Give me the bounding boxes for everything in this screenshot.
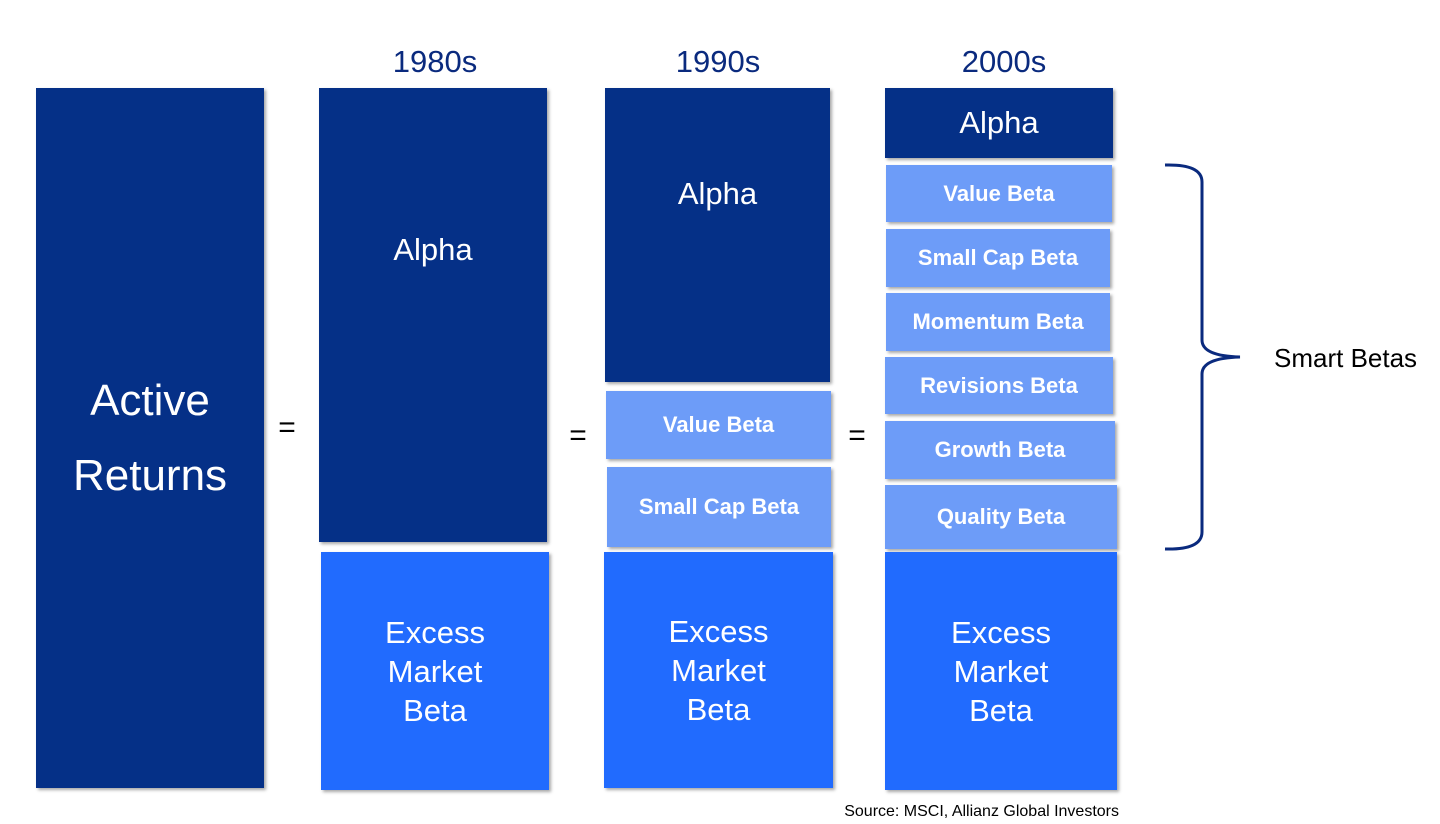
alpha-block: Alpha	[605, 88, 830, 382]
column-header: 2000s	[961, 44, 1047, 79]
beta-block: Growth Beta	[885, 421, 1115, 479]
equals-sign: =	[278, 411, 296, 444]
equals-sign: =	[569, 419, 587, 452]
beta-block: Small Cap Beta	[886, 229, 1110, 287]
beta-block: Value Beta	[886, 165, 1112, 222]
brace	[1164, 163, 1241, 551]
column-header: 1980s	[392, 44, 478, 79]
beta-block: Small Cap Beta	[607, 467, 831, 547]
active-returns-box: Active Returns	[36, 88, 264, 788]
alpha-block: Alpha	[885, 88, 1113, 158]
excess-beta-block: Excess Market Beta	[321, 552, 549, 790]
beta-block: Quality Beta	[885, 485, 1117, 549]
equals-sign: =	[848, 419, 866, 452]
excess-beta-block: Excess Market Beta	[885, 552, 1117, 790]
beta-block: Revisions Beta	[885, 357, 1113, 414]
source-note: Source: MSCI, Allianz Global Investors	[844, 803, 1119, 820]
beta-block: Momentum Beta	[886, 293, 1110, 351]
alpha-block: Alpha	[319, 88, 547, 542]
brace-label: Smart Betas	[1274, 343, 1418, 373]
excess-beta-block: Excess Market Beta	[604, 552, 833, 788]
beta-block: Value Beta	[606, 391, 831, 459]
column-header: 1990s	[675, 44, 761, 79]
